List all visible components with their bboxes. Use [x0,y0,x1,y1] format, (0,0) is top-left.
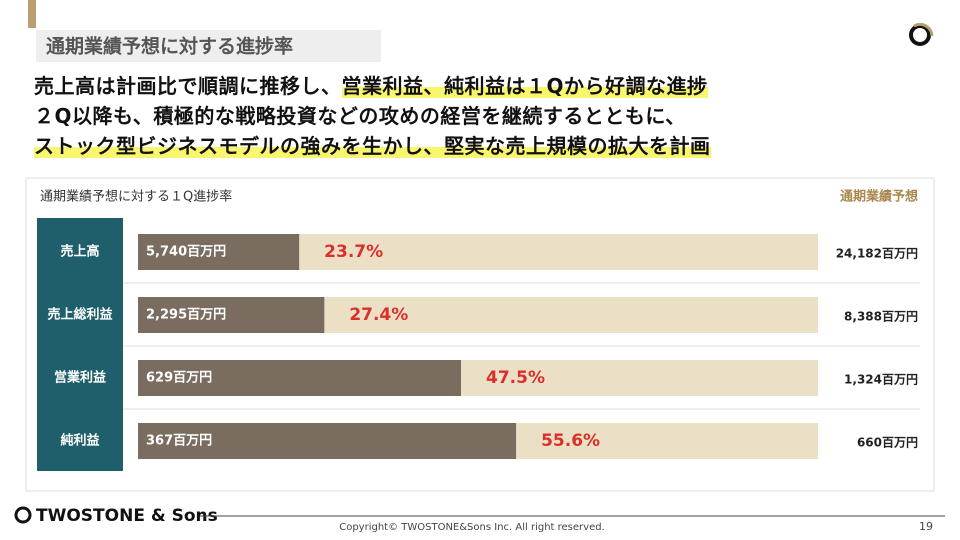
forecast-header: 通期業績予想 [840,189,918,205]
actual-label: 5,740百万円 [146,245,226,260]
actual-label: 2,295百万円 [146,308,226,323]
value-label: 55.6% [541,431,600,451]
bar [138,360,461,396]
bar [138,423,517,459]
headline-text: ２Q以降も、積極的な戦略投資などの攻めの経営を継続するとともに、 [34,104,686,128]
headline-line: ストック型ビジネスモデルの強みを生かし、堅実な売上規模の拡大を計画 [34,130,711,159]
category-column [37,218,123,471]
copyright: Copyright© TWOSTONE&Sons Inc. All right … [339,522,605,533]
forecast-label: 24,182百万円 [836,247,918,261]
category-label: 営業利益 [54,370,106,386]
headline-text: ストック型ビジネスモデルの強みを生かし、堅実な売上規模の拡大を計画 [34,134,711,158]
accent-bar [28,0,36,28]
category-label: 売上総利益 [47,307,112,323]
bar [138,234,300,270]
footer-logo [14,506,32,524]
page-title: 通期業績予想に対する進捗率 [46,35,293,58]
chart-title: 通期業績予想に対する１Q進捗率 [40,189,232,205]
category-label: 売上高 [60,244,99,260]
actual-label: 367百万円 [146,434,212,449]
headline-text: 売上高は計画比で順調に推移し、 [34,74,342,98]
category-label: 純利益 [60,433,99,449]
forecast-label: 660百万円 [857,436,918,450]
bar [138,297,325,333]
value-label: 23.7% [324,242,383,262]
headline-line: ２Q以降も、積極的な戦略投資などの攻めの経営を継続するとともに、 [34,100,686,129]
brand: TWOSTONE & Sons [36,506,218,526]
title-band [36,30,381,62]
headline-text: 営業利益、純利益は１Qから好調な進捗 [341,74,708,98]
forecast-label: 8,388百万円 [844,310,918,324]
page-number: 19 [919,520,933,533]
forecast-label: 1,324百万円 [844,373,918,387]
actual-label: 629百万円 [146,371,212,386]
headline-line: 売上高は計画比で順調に推移し、営業利益、純利益は１Qから好調な進捗 [34,70,708,99]
logo-icon [909,22,934,46]
value-label: 47.5% [486,368,545,388]
value-label: 27.4% [349,305,408,325]
